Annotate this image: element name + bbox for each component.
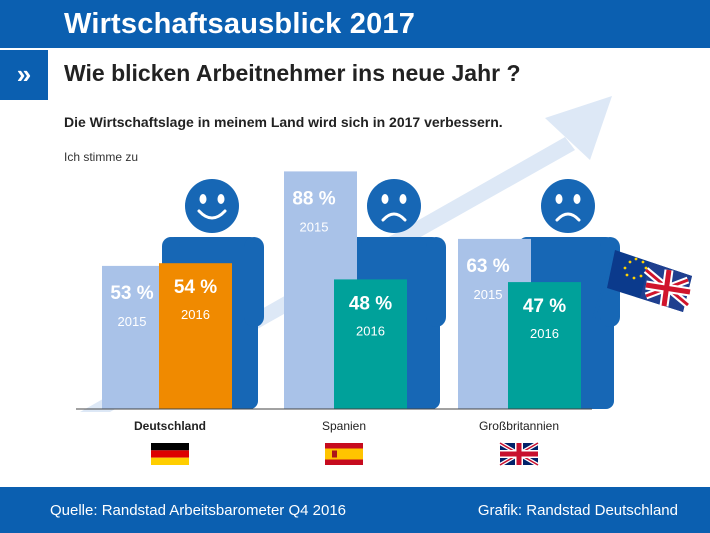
page-title: Wirtschaftsausblick 2017 [64, 8, 416, 40]
eu-uk-flag-on-pole [592, 245, 692, 319]
germany-flag-icon [151, 443, 189, 465]
spain-flag-icon [325, 443, 363, 465]
year-label-2016: 2016 [356, 323, 385, 338]
source-text: Quelle: Randstad Arbeitsbarometer Q4 201… [50, 502, 347, 519]
value-label-2016: 47 % [523, 296, 566, 317]
credit-text: Grafik: Randstad Deutschland [477, 502, 678, 519]
axis-label: Ich stimme zu [64, 150, 139, 164]
year-label-2015: 2015 [300, 219, 329, 234]
bar-2016-spanien [334, 279, 407, 409]
category-label: Deutschland [134, 419, 206, 433]
year-label-2016: 2016 [181, 307, 210, 322]
statement: Die Wirtschaftslage in meinem Land wird … [64, 114, 503, 130]
subtitle: Wie blicken Arbeitnehmer ins neue Jahr ? [64, 60, 521, 86]
category-label: Spanien [322, 419, 366, 433]
uk-flag-icon [498, 441, 540, 467]
chart-canvas: 53 % 2015 54 % 2016 88 % 2015 48 % 2016 63 % 2015… [76, 96, 692, 467]
year-label-2016: 2016 [530, 326, 559, 341]
header-bar: Wirtschaftsausblick 2017 [0, 0, 710, 48]
value-label-2016: 54 % [174, 277, 217, 298]
value-label-2015: 53 % [110, 283, 153, 304]
value-label-2015: 88 % [292, 188, 335, 209]
value-label-2016: 48 % [349, 293, 392, 314]
footer-bar: Quelle: Randstad Arbeitsbarometer Q4 201… [0, 487, 710, 533]
value-label-2015: 63 % [466, 256, 509, 277]
year-label-2015: 2015 [118, 314, 147, 329]
bar-2016-deutschland [159, 263, 232, 409]
year-label-2015: 2015 [474, 287, 503, 302]
chevron-icon: » [0, 50, 48, 100]
category-label: Großbritannien [479, 419, 559, 433]
bar-2016-großbritannien [508, 282, 581, 409]
